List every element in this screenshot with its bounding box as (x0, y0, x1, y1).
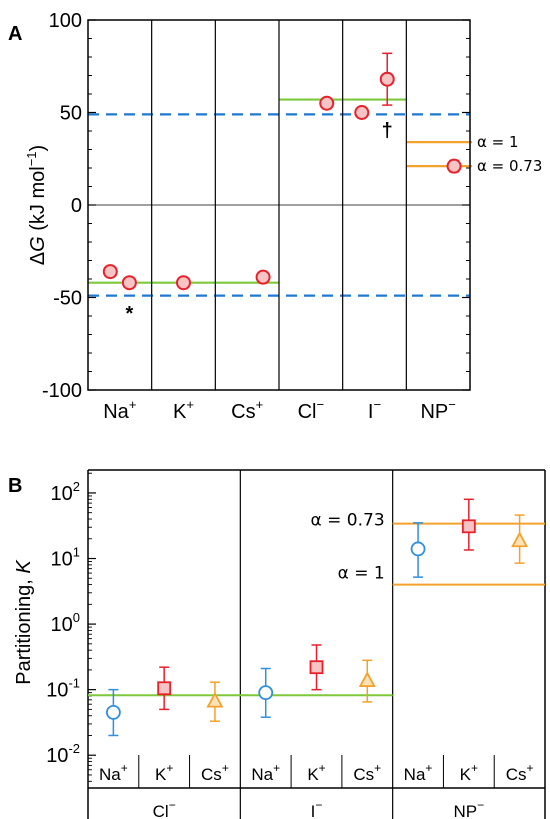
category-label: K+ (173, 397, 194, 423)
data-point-2 (176, 275, 191, 291)
data-point-3 (255, 269, 271, 285)
sub-category-label: K+ (460, 761, 478, 784)
alpha-label-b-1: α = 1 (338, 564, 385, 584)
group-label: I− (311, 798, 323, 819)
sub-category-label: Cs+ (506, 761, 534, 784)
alpha-label-1: α = 0.73 (477, 157, 542, 175)
data-point-circle (105, 704, 121, 720)
data-point-square (157, 681, 172, 696)
group-label: Cl− (153, 798, 176, 819)
y-axis-label: ΔG (kJ mol−1) (24, 145, 49, 265)
data-point-7 (446, 158, 462, 174)
data-point-0 (102, 264, 118, 280)
data-point-triangle (358, 671, 376, 687)
data-point-1 (121, 275, 137, 291)
y-axis-label-b: Partitioning, K (13, 559, 35, 685)
panel-b-label: B (8, 475, 22, 497)
panel-b: B 102 101 100 10-1 10-2 Partitioning, K α = 0.7… (8, 469, 546, 819)
sub-category-label: Na+ (404, 761, 433, 784)
category-label: Cl− (298, 397, 324, 423)
sub-category-label: K+ (307, 761, 325, 784)
category-label: I− (368, 397, 381, 423)
data-point-square (309, 660, 324, 675)
category-label: Cs+ (231, 397, 263, 423)
y-tick-label: 0 (71, 195, 82, 217)
data-point-4 (319, 95, 335, 111)
sub-category-label: Cs+ (353, 761, 381, 784)
significance-marker: † (382, 120, 393, 142)
data-point-6 (379, 71, 395, 87)
y-tick-label: 10-2 (46, 741, 80, 767)
panel-a-label: A (8, 23, 22, 45)
y-tick-label: -100 (42, 380, 82, 402)
data-point-square (461, 519, 476, 534)
category-label: NP− (420, 397, 455, 423)
y-tick-label: 100 (49, 10, 82, 32)
alpha-label-0: α = 1 (477, 133, 519, 151)
panel-a: Aα = 1 α = 0.73 100 50 0 -50 -100 ΔG (kJ mol−1)… (8, 10, 542, 423)
y-tick-label: -50 (53, 288, 82, 310)
y-tick-label: 102 (51, 479, 80, 505)
y-tick-label: 100 (51, 610, 80, 636)
data-point-circle (258, 685, 274, 701)
data-point-triangle (511, 531, 529, 548)
alpha-label-b-0: α = 0.73 (311, 511, 385, 531)
sub-category-label: K+ (155, 761, 173, 784)
data-point-circle (410, 541, 426, 557)
data-point-5 (354, 105, 370, 120)
y-tick-label: 10-1 (46, 676, 80, 702)
category-label: Na+ (103, 397, 136, 423)
significance-marker: * (125, 303, 133, 325)
y-tick-label: 101 (51, 545, 80, 571)
group-label: NP− (454, 798, 485, 819)
y-tick-label: 50 (60, 103, 82, 125)
sub-category-label: Na+ (99, 761, 128, 784)
sub-category-label: Na+ (251, 761, 280, 784)
sub-category-label: Cs+ (201, 761, 229, 784)
data-point-triangle (206, 691, 224, 708)
